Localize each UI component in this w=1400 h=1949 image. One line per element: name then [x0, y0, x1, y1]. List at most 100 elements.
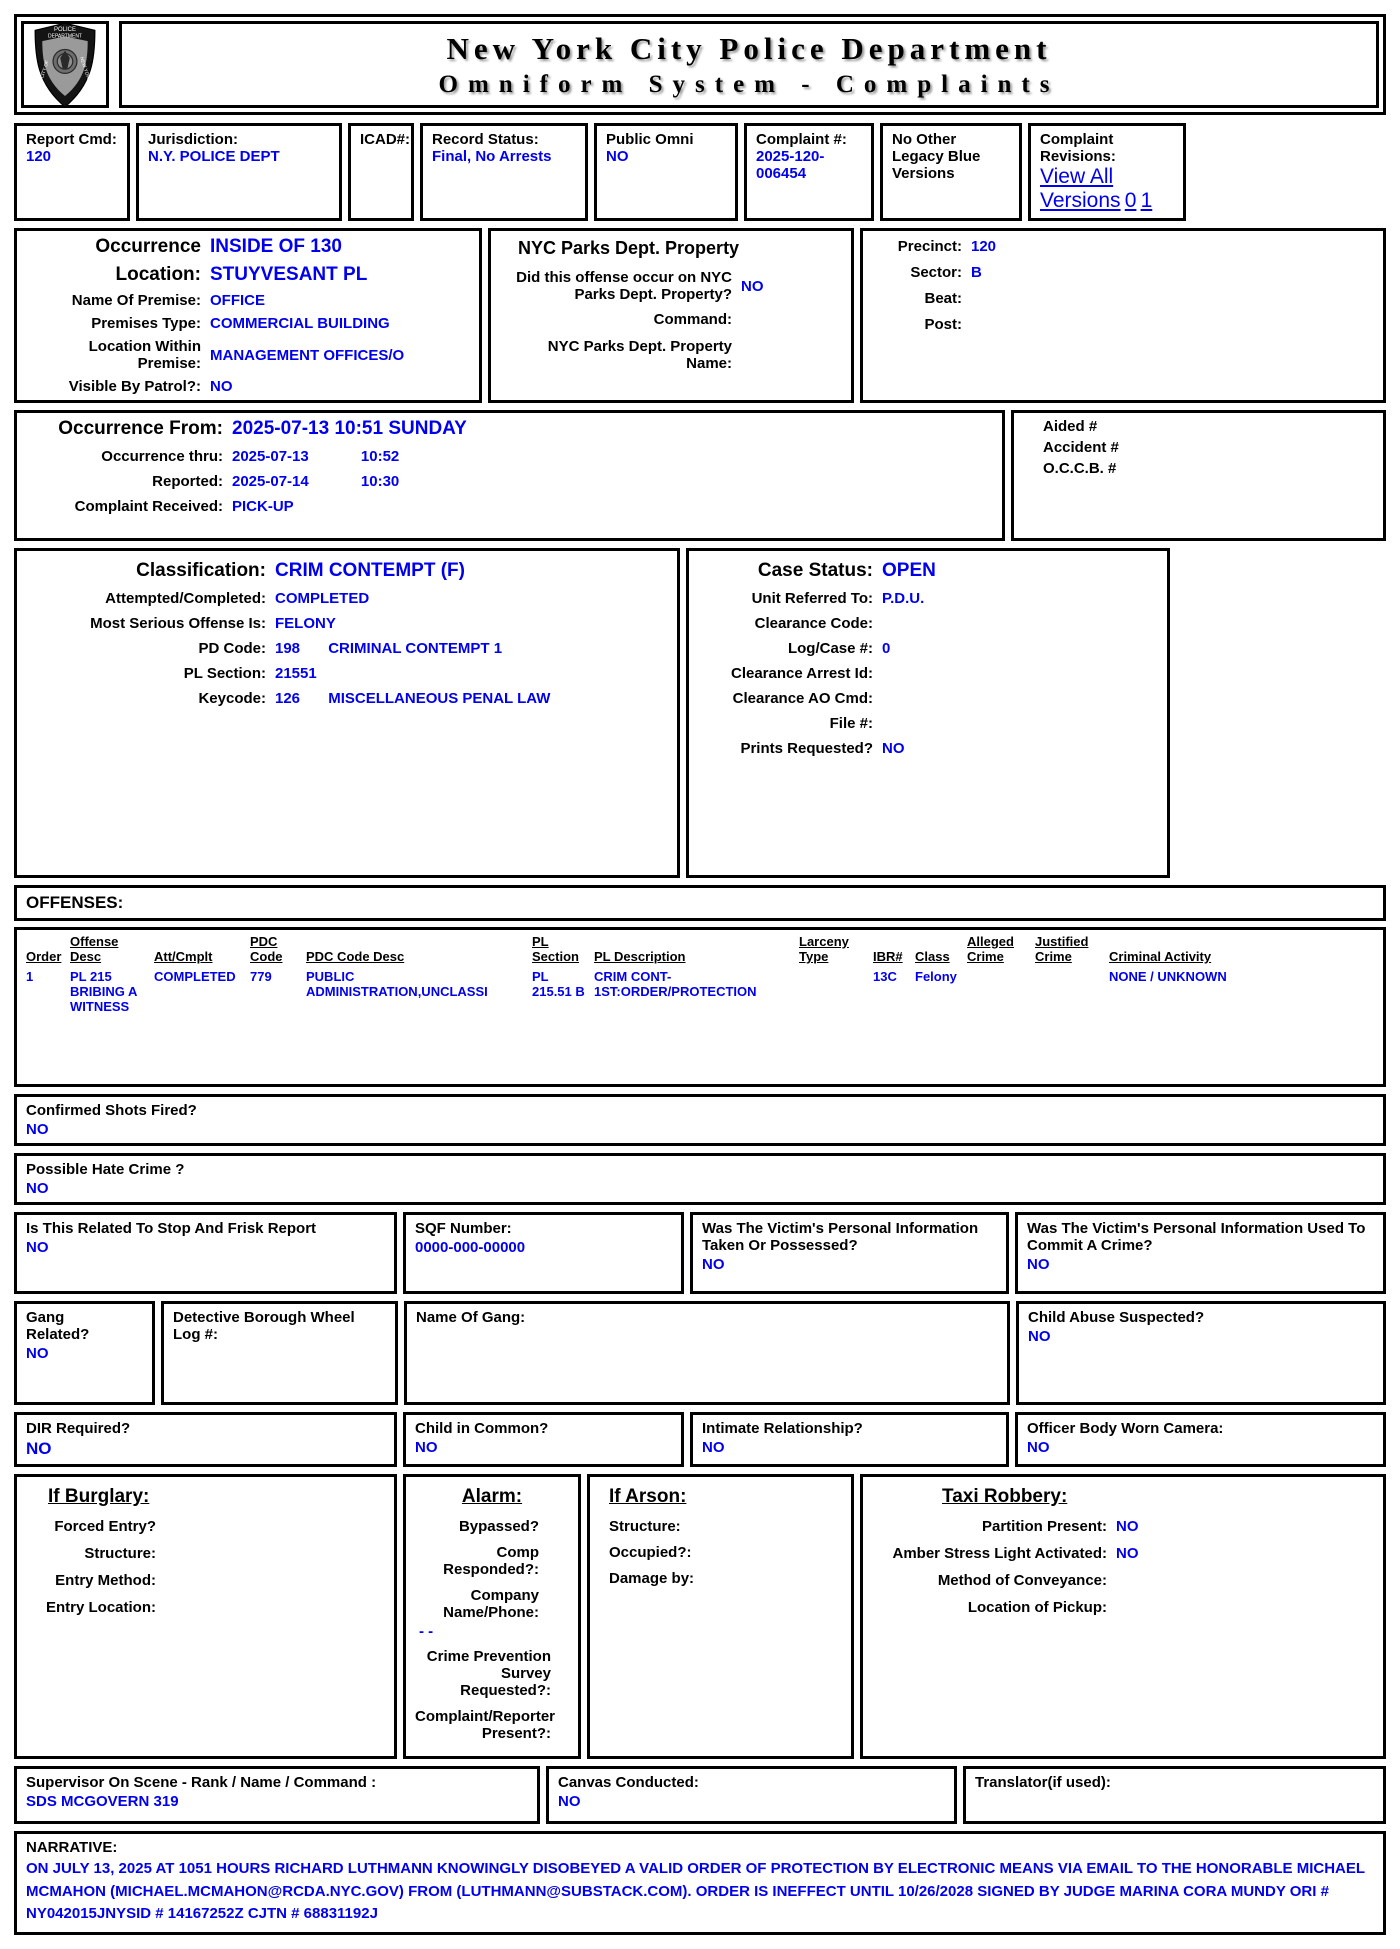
legacy-versions-box: No Other Legacy Blue Versions [880, 123, 1022, 221]
intimate-relationship-label: Intimate Relationship? [702, 1420, 863, 1437]
arson-structure-label: Structure: [609, 1518, 681, 1535]
col-pdc-code-desc: PDC Code Desc [306, 949, 405, 964]
pd-code-value: 198 [275, 640, 301, 657]
body-worn-camera-label: Officer Body Worn Camera: [1027, 1420, 1224, 1437]
col-pdc-code: PDC Code [250, 934, 283, 964]
offense-justified-crime [1032, 966, 1106, 1017]
gang-related-value: NO [26, 1345, 49, 1362]
most-serious-offense-label: Most Serious Offense Is: [90, 615, 266, 632]
col-class: Class [915, 949, 950, 964]
offense-class: Felony [915, 969, 957, 984]
narrative-box: NARRATIVE: ON JULY 13, 2025 AT 1051 HOUR… [14, 1831, 1386, 1935]
dir-required-box: DIR Required? NO [14, 1412, 397, 1467]
public-omni-value: NO [606, 148, 629, 165]
detective-wheel-log-box: Detective Borough Wheel Log #: [161, 1301, 398, 1405]
complaint-revisions-box: Complaint Revisions: View All Versions 0… [1028, 123, 1186, 221]
view-all-versions-link[interactable]: View All Versions [1040, 165, 1121, 212]
dir-required-value: NO [26, 1439, 52, 1458]
alarm-box: Alarm: Bypassed? Comp Responded?: Compan… [403, 1474, 581, 1759]
shots-fired-box: Confirmed Shots Fired? NO [14, 1094, 1386, 1146]
name-of-gang-label: Name Of Gang: [416, 1309, 526, 1326]
gang-row: Gang Related? NO Detective Borough Wheel… [14, 1301, 1386, 1405]
occurrence-value-line2: STUYVESANT PL [210, 264, 368, 285]
translator-box: Translator(if used): [963, 1766, 1386, 1824]
record-status-box: Record Status: Final, No Arrests [420, 123, 588, 221]
beat-label: Beat: [924, 290, 962, 307]
narrative-text: ON JULY 13, 2025 AT 1051 HOURS RICHARD L… [26, 1860, 1365, 1922]
entry-location-label: Entry Location: [45, 1599, 156, 1616]
public-omni-box: Public Omni NO [594, 123, 738, 221]
offenses-table-box: Order Offense Desc Att/Cmplt PDC Code PD… [14, 927, 1386, 1087]
title-box: New York City Police Department Omniform… [119, 21, 1379, 108]
col-pl-description: PL Description [594, 949, 686, 964]
classification-value: CRIM CONTEMPT (F) [275, 560, 465, 581]
offense-pdc-code: 779 [250, 969, 272, 984]
gang-related-label: Gang Related? [26, 1309, 90, 1343]
child-in-common-value: NO [415, 1439, 438, 1456]
report-cmd-box: Report Cmd: 120 [14, 123, 130, 221]
accident-label: Accident # [1043, 439, 1119, 456]
logo-text-police: POLICE [54, 26, 76, 32]
offenses-section-label: OFFENSES: [26, 893, 124, 912]
alarm-survey-label: Crime Prevention Survey Requested?: [426, 1648, 551, 1699]
offense-pl-description: CRIM CONT-1ST:ORDER/PROTECTION [594, 969, 757, 999]
if-burglary-heading: If Burglary: [48, 1486, 150, 1507]
sqf-number-box: SQF Number: 0000-000-00000 [403, 1212, 684, 1294]
intimate-relationship-value: NO [702, 1439, 725, 1456]
shots-fired-value: NO [26, 1121, 49, 1138]
complaint-received-label: Complaint Received: [74, 498, 223, 515]
if-arson-box: If Arson: Structure: Occupied?: Damage b… [587, 1474, 854, 1759]
body-worn-camera-value: NO [1027, 1439, 1050, 1456]
offense-row: 1 PL 215 BRIBING A WITNESS COMPLETED 779… [23, 966, 1377, 1017]
complaint-received-value: PICK-UP [232, 498, 294, 515]
unit-referred-label: Unit Referred To: [751, 590, 873, 607]
child-in-common-label: Child in Common? [415, 1420, 549, 1437]
name-of-premise-value: OFFICE [210, 292, 265, 309]
sector-value: B [971, 264, 982, 281]
post-label: Post: [924, 316, 963, 333]
dir-row: DIR Required? NO Child in Common? NO Int… [14, 1412, 1386, 1467]
parks-offense-question-value: NO [741, 277, 764, 295]
taxi-robbery-box: Taxi Robbery: Partition Present: NO Ambe… [860, 1474, 1386, 1759]
logo-text-city-of: CITY OF [39, 59, 51, 79]
supervisor-on-scene-label: Supervisor On Scene - Rank / Name / Comm… [26, 1774, 377, 1791]
version-0-link[interactable]: 0 [1124, 189, 1137, 212]
offenses-table: Order Offense Desc Att/Cmplt PDC Code PD… [23, 932, 1377, 1017]
offense-pdc-code-desc: PUBLIC ADMINISTRATION,UNCLASSI [306, 969, 488, 999]
version-1-link[interactable]: 1 [1140, 189, 1153, 212]
canvas-conducted-box: Canvas Conducted: NO [546, 1766, 957, 1824]
supervisor-on-scene-value: SDS MCGOVERN 319 [26, 1793, 179, 1810]
offenses-header-row: Order Offense Desc Att/Cmplt PDC Code PD… [23, 932, 1377, 966]
parks-property-heading: NYC Parks Dept. Property [518, 238, 740, 258]
stop-frisk-row: Is This Related To Stop And Frisk Report… [14, 1212, 1386, 1294]
forced-entry-label: Forced Entry? [54, 1518, 156, 1535]
page-header: POLICE DEPARTMENT CITY OF NEW YORK New Y… [14, 14, 1386, 115]
complaint-number-box: Complaint #: 2025-120-006454 [744, 123, 874, 221]
pd-code-label: PD Code: [198, 640, 267, 657]
amber-light-label: Amber Stress Light Activated: [892, 1545, 1108, 1562]
visible-by-patrol-label: Visible By Patrol?: [68, 378, 201, 395]
hate-crime-label: Possible Hate Crime ? [26, 1161, 185, 1178]
child-abuse-box: Child Abuse Suspected? NO [1016, 1301, 1386, 1405]
sector-label: Sector: [910, 264, 962, 281]
victim-info-taken-box: Was The Victim's Personal Information Ta… [690, 1212, 1009, 1294]
supervisor-row: Supervisor On Scene - Rank / Name / Comm… [14, 1766, 1386, 1824]
occb-label: O.C.C.B. # [1043, 460, 1117, 477]
occurrence-time-row: Occurrence From: 2025-07-13 10:51 SUNDAY… [14, 410, 1386, 541]
occurrence-value-line1: INSIDE OF 130 [210, 236, 342, 257]
entry-method-label: Entry Method: [55, 1572, 156, 1589]
keycode-label: Keycode: [198, 690, 266, 707]
pl-section-value: 21551 [275, 665, 317, 682]
nypd-logo-box: POLICE DEPARTMENT CITY OF NEW YORK [21, 21, 109, 108]
supervisor-on-scene-box: Supervisor On Scene - Rank / Name / Comm… [14, 1766, 540, 1824]
offense-order: 1 [26, 969, 34, 984]
premises-type-value: COMMERCIAL BUILDING [210, 315, 390, 332]
if-burglary-box: If Burglary: Forced Entry? Structure: En… [14, 1474, 397, 1759]
translator-label: Translator(if used): [975, 1774, 1111, 1791]
nypd-shield-icon: POLICE DEPARTMENT CITY OF NEW YORK [34, 22, 96, 108]
public-omni-label: Public Omni [606, 131, 694, 148]
parks-property-name-label: NYC Parks Dept. Property Name: [547, 338, 732, 372]
victim-info-used-label: Was The Victim's Personal Information Us… [1027, 1220, 1366, 1254]
alarm-present-label: Complaint/Reporter Present?: [415, 1708, 556, 1742]
col-justified-crime: Justified Crime [1035, 934, 1089, 964]
